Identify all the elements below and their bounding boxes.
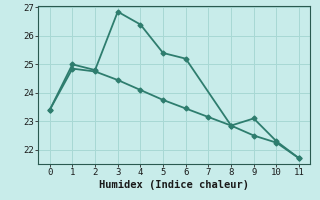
X-axis label: Humidex (Indice chaleur): Humidex (Indice chaleur) [100, 180, 249, 190]
